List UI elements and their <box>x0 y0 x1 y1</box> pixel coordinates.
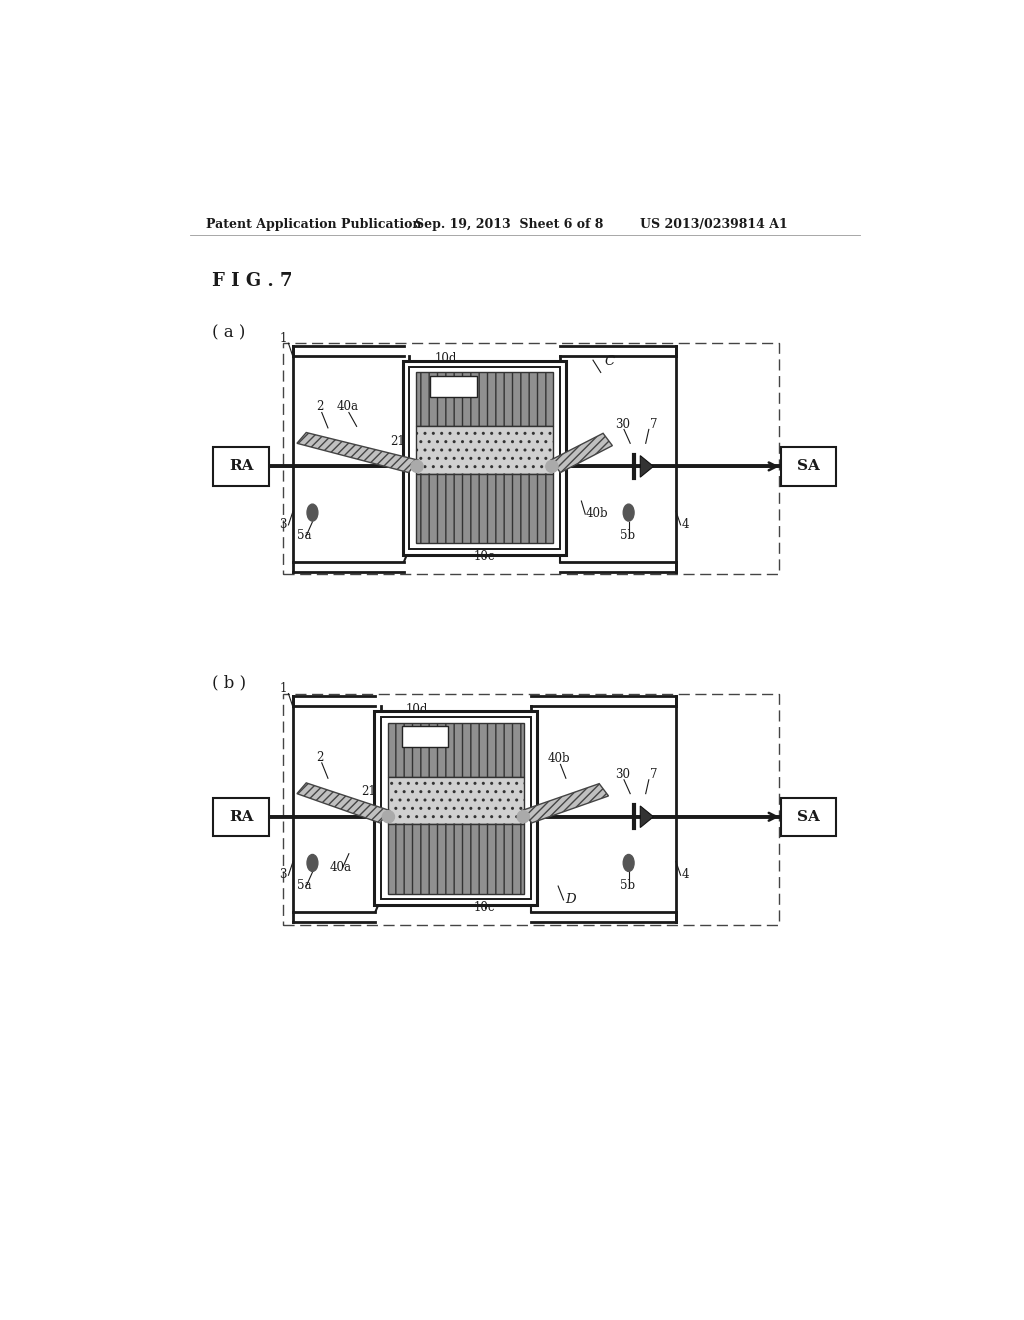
Text: 40b: 40b <box>586 507 608 520</box>
Text: 7: 7 <box>649 768 657 781</box>
Bar <box>417 426 553 474</box>
Text: F I G . 7: F I G . 7 <box>212 272 292 290</box>
Circle shape <box>382 810 394 822</box>
Text: 3: 3 <box>280 869 287 882</box>
Text: 30: 30 <box>615 418 630 430</box>
Text: 40a: 40a <box>336 400 358 413</box>
Polygon shape <box>297 433 419 473</box>
Bar <box>780 447 837 486</box>
Polygon shape <box>640 455 653 478</box>
Bar <box>430 376 477 397</box>
Text: 1: 1 <box>280 682 287 696</box>
Text: US 2013/0239814 A1: US 2013/0239814 A1 <box>640 218 787 231</box>
Text: 2: 2 <box>316 400 324 413</box>
Text: 10d: 10d <box>406 702 428 715</box>
Ellipse shape <box>624 854 634 871</box>
Text: 40a: 40a <box>330 861 352 874</box>
Text: RA: RA <box>229 459 253 474</box>
Text: SA: SA <box>797 809 820 824</box>
Bar <box>283 693 779 924</box>
Text: 6: 6 <box>455 440 462 453</box>
Text: RA: RA <box>229 809 253 824</box>
Ellipse shape <box>307 854 317 871</box>
Text: 3: 3 <box>280 517 287 531</box>
Text: 1: 1 <box>280 331 287 345</box>
Bar <box>375 711 538 906</box>
Polygon shape <box>550 433 612 473</box>
Bar <box>403 360 566 554</box>
Ellipse shape <box>307 504 317 521</box>
Polygon shape <box>521 784 608 822</box>
Text: 10c: 10c <box>474 900 496 913</box>
Bar <box>780 797 837 836</box>
Text: ( a ): ( a ) <box>212 323 245 341</box>
Bar <box>401 726 449 747</box>
Text: ( b ): ( b ) <box>212 675 246 692</box>
Text: C: C <box>604 355 614 368</box>
Circle shape <box>517 810 529 822</box>
Text: 30: 30 <box>615 768 630 781</box>
Text: D: D <box>565 894 575 906</box>
Text: 4: 4 <box>682 517 689 531</box>
Text: 5a: 5a <box>297 879 312 892</box>
Text: Patent Application Publication: Patent Application Publication <box>206 218 421 231</box>
Text: 5b: 5b <box>620 529 635 541</box>
Bar <box>388 825 524 894</box>
Text: 21: 21 <box>390 434 406 447</box>
Circle shape <box>546 461 558 473</box>
Text: 40b: 40b <box>548 752 570 766</box>
Text: Sep. 19, 2013  Sheet 6 of 8: Sep. 19, 2013 Sheet 6 of 8 <box>415 218 603 231</box>
Bar <box>213 447 269 486</box>
Text: 10d: 10d <box>434 352 457 366</box>
Text: 7: 7 <box>649 418 657 430</box>
Text: 6: 6 <box>425 789 432 803</box>
Text: 5a: 5a <box>297 529 312 541</box>
Bar <box>417 474 553 544</box>
Circle shape <box>411 461 423 473</box>
Ellipse shape <box>624 504 634 521</box>
Bar <box>213 797 269 836</box>
Text: SA: SA <box>797 459 820 474</box>
Bar <box>417 372 553 426</box>
Bar <box>283 343 779 574</box>
Text: 21: 21 <box>360 785 376 799</box>
Text: 2: 2 <box>316 751 324 763</box>
Bar <box>388 723 524 776</box>
Text: 4: 4 <box>682 869 689 882</box>
Bar <box>388 776 524 825</box>
Polygon shape <box>640 807 653 828</box>
Bar <box>410 367 560 549</box>
Text: 10c: 10c <box>474 550 496 564</box>
Polygon shape <box>297 783 390 822</box>
Text: 5b: 5b <box>620 879 635 892</box>
Bar <box>381 718 531 899</box>
